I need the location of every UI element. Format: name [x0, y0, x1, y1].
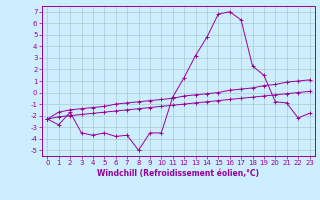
X-axis label: Windchill (Refroidissement éolien,°C): Windchill (Refroidissement éolien,°C): [97, 169, 260, 178]
